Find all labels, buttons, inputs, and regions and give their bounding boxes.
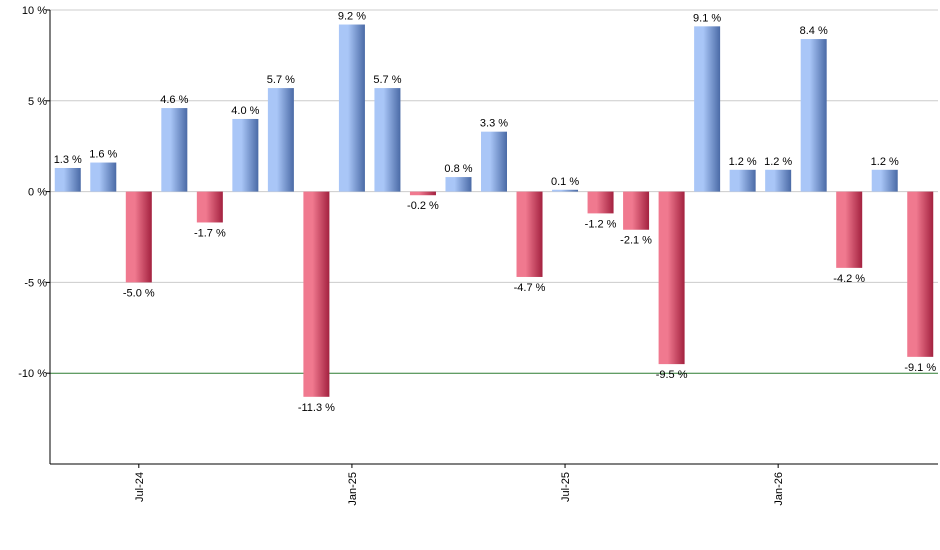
- data-label: 1.2 %: [729, 156, 757, 168]
- bar: [516, 191, 543, 277]
- bar: [765, 169, 792, 192]
- data-label: -9.1 %: [904, 362, 936, 374]
- data-label: 1.3 %: [54, 154, 82, 166]
- y-tick-label: -10 %: [18, 368, 47, 380]
- data-label: 0.1 %: [551, 176, 579, 188]
- bar: [658, 191, 685, 365]
- bar: [552, 189, 579, 192]
- bar: [303, 191, 330, 397]
- y-tick-label: 10 %: [22, 5, 47, 17]
- bar: [871, 169, 898, 192]
- y-tick-label: -5 %: [24, 277, 47, 289]
- data-label: 4.0 %: [231, 105, 259, 117]
- data-label: -9.5 %: [656, 369, 688, 381]
- data-label: -4.2 %: [833, 273, 865, 285]
- bars: [54, 24, 934, 397]
- bar: [338, 24, 365, 192]
- bar: [196, 191, 223, 223]
- bar: [374, 88, 401, 192]
- data-label: 5.7 %: [267, 74, 295, 86]
- bar: [54, 167, 81, 192]
- data-label: 0.8 %: [444, 163, 472, 175]
- x-tick-label: Jul-25: [560, 472, 572, 502]
- x-tick-label: Jul-24: [134, 472, 146, 502]
- axes: [49, 10, 938, 465]
- bar: [125, 191, 152, 283]
- data-label: 4.6 %: [160, 94, 188, 106]
- bar: [267, 88, 294, 192]
- data-label: 1.6 %: [89, 149, 117, 161]
- bar: [800, 39, 827, 192]
- data-label: 9.2 %: [338, 11, 366, 23]
- y-tick-label: 5 %: [28, 96, 47, 108]
- data-label: -1.7 %: [194, 227, 226, 239]
- data-label: 5.7 %: [373, 74, 401, 86]
- data-label: 1.2 %: [764, 156, 792, 168]
- y-tick-label: 0 %: [28, 187, 47, 199]
- x-tick-label: Jan-26: [773, 472, 785, 506]
- bar: [481, 131, 507, 192]
- bar: [907, 191, 934, 357]
- bar: [232, 118, 259, 192]
- bar: [409, 191, 436, 196]
- data-label: 3.3 %: [480, 118, 508, 130]
- x-tick-labels: Jul-24 Jan-25 Jul-25 Jan-26: [134, 464, 785, 506]
- bar: [445, 177, 472, 192]
- bar: [694, 26, 721, 192]
- bar: [161, 108, 188, 192]
- data-label: -5.0 %: [123, 287, 155, 299]
- data-label: -4.7 %: [514, 282, 546, 294]
- data-label: -11.3 %: [298, 402, 335, 414]
- data-label: -1.2 %: [585, 218, 617, 230]
- bar: [623, 191, 650, 230]
- bar: [729, 169, 756, 192]
- bar: [587, 191, 614, 214]
- data-label: 1.2 %: [871, 156, 899, 168]
- data-label: -2.1 %: [620, 235, 652, 247]
- y-tick-labels: 10 % 5 % 0 % -5 % -10 %: [18, 5, 47, 380]
- bar: [90, 162, 117, 192]
- data-label: -0.2 %: [407, 200, 439, 212]
- data-label: 9.1 %: [693, 12, 721, 24]
- data-labels: 1.3 % 1.6 % -5.0 % 4.6 % -1.7 % 4.0 % 5.7 % -11…: [54, 11, 937, 414]
- bar: [836, 191, 863, 268]
- x-tick-label: Jan-25: [347, 472, 359, 506]
- data-label: 8.4 %: [800, 25, 828, 37]
